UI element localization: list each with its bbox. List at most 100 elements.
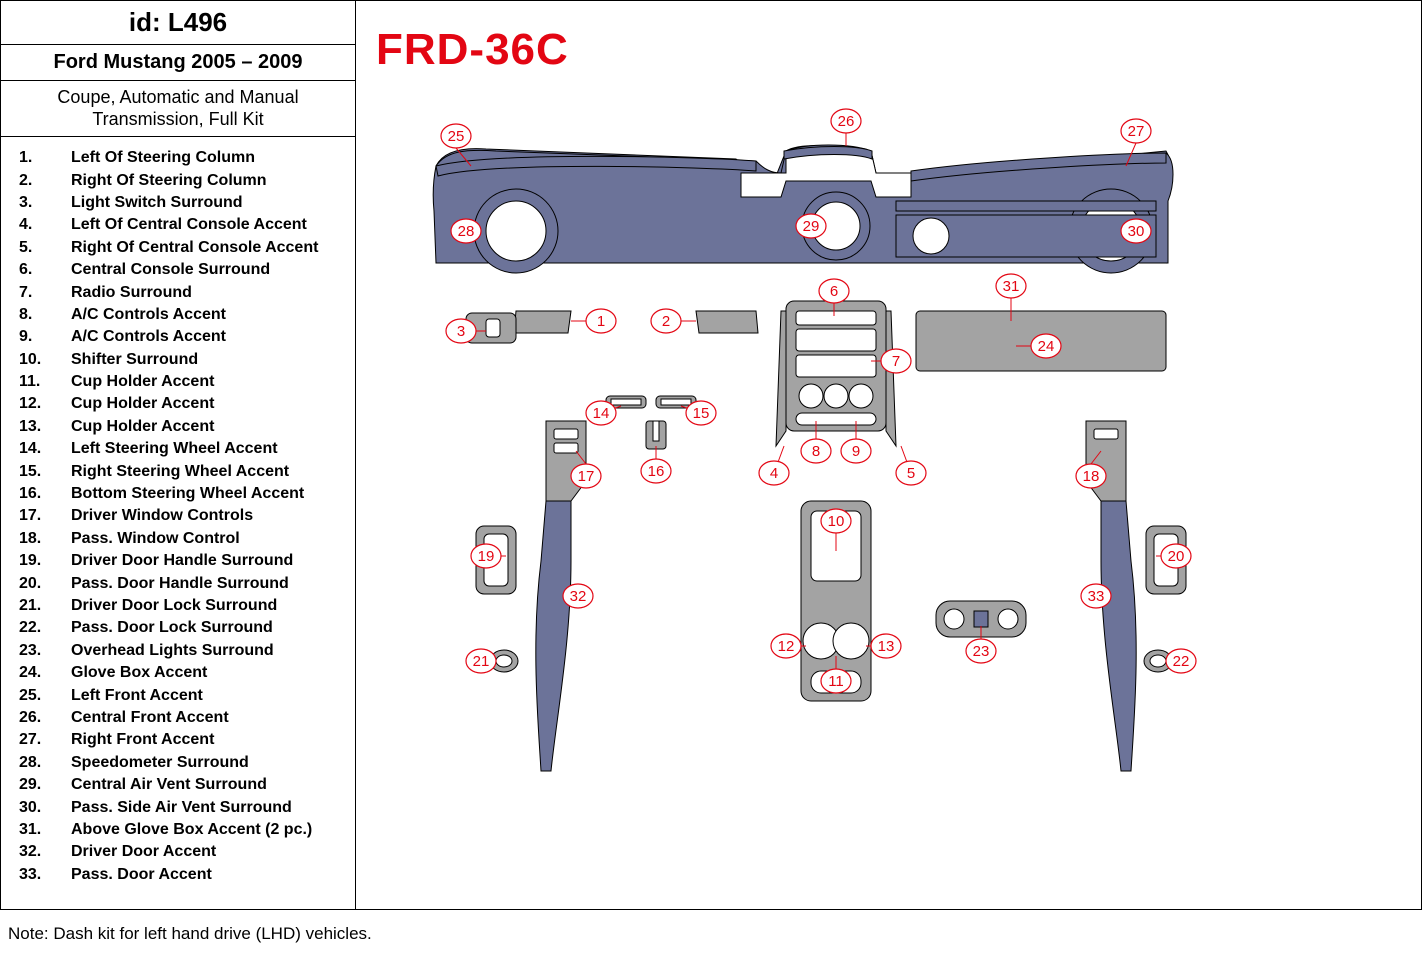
parts-list-row: 28.Speedometer Surround xyxy=(19,752,343,774)
part-number: 33. xyxy=(19,864,53,886)
part-number: 31. xyxy=(19,819,53,841)
callout: 24 xyxy=(1031,334,1061,358)
part-label: Pass. Door Accent xyxy=(53,864,343,886)
part-number: 26. xyxy=(19,707,53,729)
part-label: A/C Controls Accent xyxy=(53,304,343,326)
parts-list-row: 15.Right Steering Wheel Accent xyxy=(19,461,343,483)
part-number: 5. xyxy=(19,237,53,259)
svg-text:21: 21 xyxy=(473,653,490,670)
part-label: Pass. Window Control xyxy=(53,528,343,550)
part-label: Pass. Door Handle Surround xyxy=(53,573,343,595)
part-number: 16. xyxy=(19,483,53,505)
part-number: 23. xyxy=(19,640,53,662)
part-number: 6. xyxy=(19,259,53,281)
part-label: Bottom Steering Wheel Accent xyxy=(53,483,343,505)
part-number: 25. xyxy=(19,685,53,707)
callout: 3 xyxy=(446,319,476,343)
diagram-area: FRD-36C 25262728293031612324714151645891… xyxy=(356,1,1421,909)
parts-list-row: 10.Shifter Surround xyxy=(19,349,343,371)
part-number: 19. xyxy=(19,550,53,572)
svg-text:28: 28 xyxy=(458,223,475,240)
part-number: 10. xyxy=(19,349,53,371)
svg-text:11: 11 xyxy=(828,673,844,690)
parts-list-row: 16.Bottom Steering Wheel Accent xyxy=(19,483,343,505)
svg-text:4: 4 xyxy=(770,465,778,482)
parts-list-row: 25.Left Front Accent xyxy=(19,685,343,707)
part-label: Left Of Steering Column xyxy=(53,147,343,169)
part-number: 4. xyxy=(19,214,53,236)
svg-text:31: 31 xyxy=(1003,278,1020,295)
svg-text:25: 25 xyxy=(448,128,465,145)
parts-list-row: 29.Central Air Vent Surround xyxy=(19,774,343,796)
part-number: 2. xyxy=(19,170,53,192)
parts-list-row: 33.Pass. Door Accent xyxy=(19,864,343,886)
parts-list-row: 11.Cup Holder Accent xyxy=(19,371,343,393)
callout: 19 xyxy=(471,544,501,568)
part-label: Driver Door Handle Surround xyxy=(53,550,343,572)
parts-list-row: 32.Driver Door Accent xyxy=(19,841,343,863)
part-number: 7. xyxy=(19,282,53,304)
part-label: A/C Controls Accent xyxy=(53,326,343,348)
svg-text:15: 15 xyxy=(693,405,710,422)
parts-list-row: 8.A/C Controls Accent xyxy=(19,304,343,326)
parts-list-row: 30.Pass. Side Air Vent Surround xyxy=(19,797,343,819)
parts-list-row: 22.Pass. Door Lock Surround xyxy=(19,617,343,639)
parts-list-row: 31.Above Glove Box Accent (2 pc.) xyxy=(19,819,343,841)
part-label: Left Front Accent xyxy=(53,685,343,707)
callout: 27 xyxy=(1121,119,1151,143)
callout: 13 xyxy=(871,634,901,658)
main-container: id: L496 Ford Mustang 2005 – 2009 Coupe,… xyxy=(0,0,1422,910)
svg-text:19: 19 xyxy=(478,548,495,565)
parts-list-row: 7.Radio Surround xyxy=(19,282,343,304)
part-label: Central Air Vent Surround xyxy=(53,774,343,796)
svg-text:24: 24 xyxy=(1038,338,1055,355)
svg-text:13: 13 xyxy=(878,638,895,655)
part-number: 32. xyxy=(19,841,53,863)
part-number: 17. xyxy=(19,505,53,527)
part-number: 8. xyxy=(19,304,53,326)
part-label: Pass. Door Lock Surround xyxy=(53,617,343,639)
parts-list: 1.Left Of Steering Column2.Right Of Stee… xyxy=(1,137,355,896)
callout: 2 xyxy=(651,309,681,333)
parts-list-row: 14.Left Steering Wheel Accent xyxy=(19,438,343,460)
part-label: Speedometer Surround xyxy=(53,752,343,774)
parts-list-row: 12.Cup Holder Accent xyxy=(19,393,343,415)
svg-text:27: 27 xyxy=(1128,123,1145,140)
callout: 11 xyxy=(821,669,851,693)
callout: 25 xyxy=(441,124,471,148)
part-number: 22. xyxy=(19,617,53,639)
part-number: 3. xyxy=(19,192,53,214)
callout: 17 xyxy=(571,464,601,488)
part-label: Driver Door Lock Surround xyxy=(53,595,343,617)
svg-text:33: 33 xyxy=(1088,588,1105,605)
description-header: Coupe, Automatic and Manual Transmission… xyxy=(1,81,355,137)
callout: 29 xyxy=(796,214,826,238)
part-label: Cup Holder Accent xyxy=(53,416,343,438)
svg-text:3: 3 xyxy=(457,323,465,340)
footnote: Note: Dash kit for left hand drive (LHD)… xyxy=(0,910,1422,958)
description-line-1: Coupe, Automatic and Manual xyxy=(9,87,347,109)
svg-text:30: 30 xyxy=(1128,223,1145,240)
parts-list-row: 18.Pass. Window Control xyxy=(19,528,343,550)
callout: 8 xyxy=(801,439,831,463)
parts-list-row: 2.Right Of Steering Column xyxy=(19,170,343,192)
svg-text:9: 9 xyxy=(852,443,860,460)
id-label: id: L496 xyxy=(9,7,347,38)
part-number: 21. xyxy=(19,595,53,617)
parts-list-row: 24.Glove Box Accent xyxy=(19,662,343,684)
callout: 6 xyxy=(819,279,849,303)
part-number: 28. xyxy=(19,752,53,774)
part-number: 27. xyxy=(19,729,53,751)
part-label: Driver Door Accent xyxy=(53,841,343,863)
callout: 26 xyxy=(831,109,861,133)
parts-list-row: 20.Pass. Door Handle Surround xyxy=(19,573,343,595)
part-number: 14. xyxy=(19,438,53,460)
svg-text:12: 12 xyxy=(778,638,795,655)
callout: 23 xyxy=(966,639,996,663)
callout: 20 xyxy=(1161,544,1191,568)
parts-list-row: 5.Right Of Central Console Accent xyxy=(19,237,343,259)
callout: 30 xyxy=(1121,219,1151,243)
callout: 10 xyxy=(821,509,851,533)
callout: 18 xyxy=(1076,464,1106,488)
part-label: Right Front Accent xyxy=(53,729,343,751)
